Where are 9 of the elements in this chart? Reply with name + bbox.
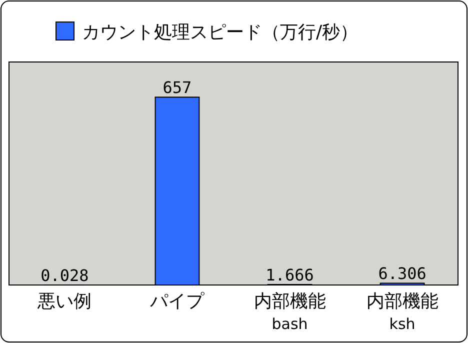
x-tick-label: 内部機能 bash	[254, 291, 326, 333]
data-label: 6.306	[378, 264, 426, 284]
x-tick-label: 内部機能 ksh	[366, 291, 438, 333]
legend-label: カウント処理スピード（万行/秒）	[82, 22, 358, 43]
x-tick-label: パイプ	[149, 291, 206, 312]
x-tick-label: 悪い例	[36, 291, 92, 312]
data-label: 657	[162, 78, 192, 98]
data-label: 0.028	[40, 266, 89, 285]
data-label: 1.666	[266, 266, 314, 285]
